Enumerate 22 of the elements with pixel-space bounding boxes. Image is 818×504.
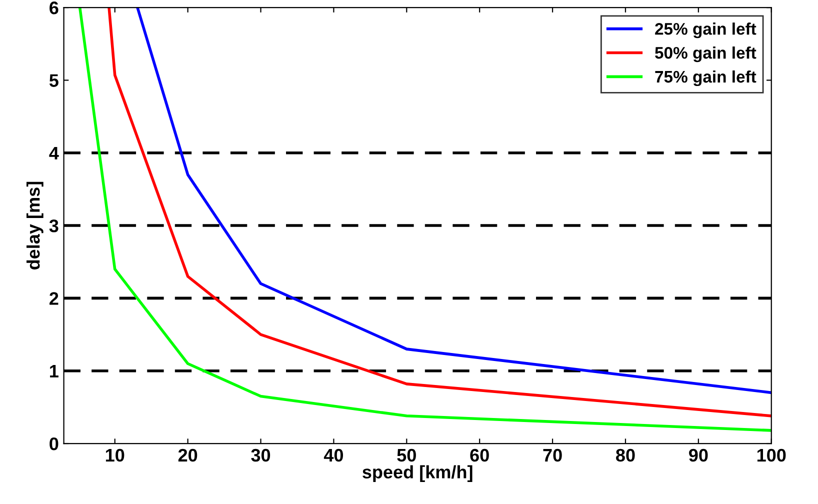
x-tick-label: 60 — [470, 448, 489, 462]
x-tick-label: 80 — [616, 448, 635, 462]
legend-label: 50% gain left — [655, 46, 756, 62]
y-tick-label: 5 — [49, 74, 58, 87]
y-tick-label: 3 — [49, 219, 58, 232]
legend-label: 25% gain left — [655, 22, 756, 38]
y-tick-label: 2 — [50, 292, 58, 305]
x-tick-label: 50 — [397, 448, 416, 462]
x-tick-label: 10 — [106, 448, 124, 462]
x-tick-label: 30 — [251, 448, 270, 462]
y-tick-label: 6 — [50, 1, 58, 14]
x-tick-label: 70 — [543, 448, 562, 462]
x-tick-label: 20 — [178, 448, 198, 462]
x-tick-label: 100 — [757, 448, 786, 462]
y-tick-label: 1 — [50, 364, 58, 378]
y-tick-label: 4 — [49, 147, 59, 160]
legend-label: 75% gain left — [655, 70, 756, 86]
x-tick-label: 90 — [689, 448, 708, 462]
x-axis-title: speed [km/h] — [362, 465, 472, 482]
x-tick-label: 40 — [324, 448, 344, 462]
y-tick-label: 0 — [50, 437, 58, 450]
y-axis-title: delay [ms] — [26, 182, 44, 270]
